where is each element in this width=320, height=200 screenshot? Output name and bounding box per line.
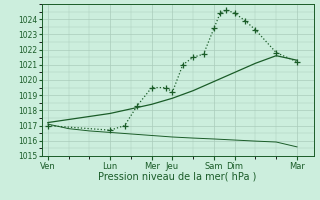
X-axis label: Pression niveau de la mer( hPa ): Pression niveau de la mer( hPa ) bbox=[99, 172, 257, 182]
